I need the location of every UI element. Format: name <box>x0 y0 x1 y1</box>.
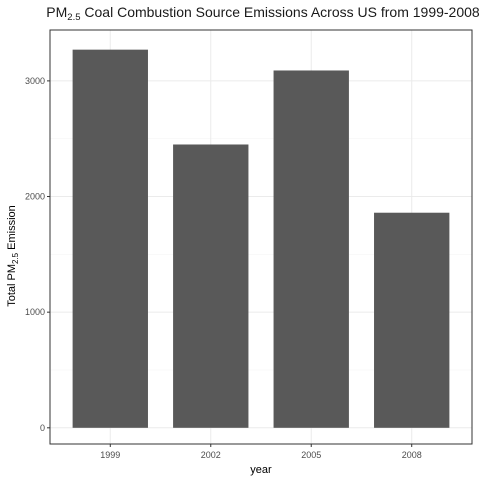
y-axis-title: Total PM2.5 Emission <box>6 205 20 307</box>
x-tick-label: 2002 <box>201 450 221 460</box>
y-tick-label: 2000 <box>25 192 45 202</box>
bars <box>72 49 450 428</box>
x-tick-label: 1999 <box>100 450 120 460</box>
y-axis: 0 1000 2000 3000 <box>25 76 50 433</box>
chart-title: PM2.5 Coal Combustion Source Emissions A… <box>46 4 480 23</box>
bar-2005 <box>273 70 349 428</box>
x-tick-label: 2005 <box>301 450 321 460</box>
panel-border <box>49 29 473 445</box>
x-axis-title: year <box>250 464 272 476</box>
bar-1999 <box>72 49 148 428</box>
bar-2008 <box>374 212 450 428</box>
y-tick-label: 0 <box>40 423 45 433</box>
y-tick-label: 1000 <box>25 307 45 317</box>
y-tick-label: 3000 <box>25 76 45 86</box>
x-axis: 1999 2002 2005 2008 <box>100 444 422 460</box>
x-tick-label: 2008 <box>402 450 422 460</box>
bar-2002 <box>173 144 249 428</box>
